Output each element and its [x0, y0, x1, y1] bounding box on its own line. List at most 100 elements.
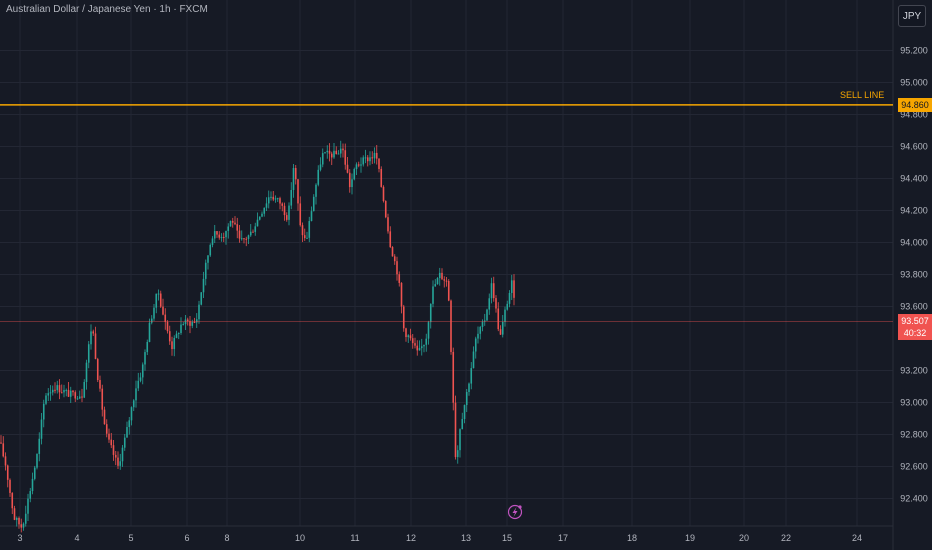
candle-body: [267, 197, 270, 204]
bar-countdown: 40:32: [903, 328, 927, 338]
candle-body: [391, 247, 394, 257]
candle-body: [299, 203, 302, 226]
candle-body: [344, 150, 347, 165]
candle-body: [483, 320, 486, 322]
candle-body: [81, 396, 83, 398]
candle-body: [452, 351, 455, 403]
candle-body: [90, 331, 92, 345]
candle-body: [155, 293, 158, 308]
candle-body: [216, 231, 218, 235]
candle-body: [85, 362, 88, 383]
candle-body: [285, 215, 288, 220]
candle-body: [423, 344, 425, 347]
y-tick-label: 94.600: [900, 142, 928, 152]
candle-body: [238, 230, 241, 239]
candle-body: [360, 164, 362, 166]
candle-body: [204, 262, 207, 279]
candle-body: [443, 279, 446, 281]
candle-body: [135, 388, 137, 401]
candle-body: [240, 238, 243, 240]
candle-body: [162, 306, 164, 315]
x-tick-label: 12: [406, 533, 416, 543]
candle-body: [416, 345, 419, 351]
candle-body: [495, 298, 497, 309]
candle-body: [366, 157, 369, 162]
candle-body: [429, 303, 432, 323]
candle-body: [99, 380, 101, 389]
x-tick-label: 24: [852, 533, 862, 543]
candle-body: [411, 338, 414, 344]
candle-body: [312, 196, 315, 212]
y-tick-label: 94.800: [900, 110, 928, 120]
candle-body: [477, 333, 479, 339]
candle-body: [132, 400, 135, 408]
candle-body: [236, 224, 239, 231]
candle-body: [265, 203, 268, 208]
candle-body: [292, 168, 295, 191]
candle-body: [157, 293, 160, 295]
candle-body: [177, 333, 180, 335]
candle-body: [425, 338, 428, 345]
candle-body: [492, 283, 495, 299]
candle-body: [351, 179, 353, 188]
x-tick-label: 4: [74, 533, 79, 543]
candle-body: [213, 231, 216, 239]
candle-body: [139, 377, 142, 381]
candle-body: [173, 337, 176, 350]
candle-body: [130, 407, 133, 421]
candle-body: [117, 457, 119, 466]
candle-body: [144, 352, 146, 365]
candle-body: [513, 280, 515, 298]
candle-body: [384, 201, 387, 218]
candle-body: [2, 443, 5, 457]
y-tick-label: 94.400: [900, 174, 928, 184]
candle-body: [74, 392, 77, 399]
candle-body: [294, 168, 297, 180]
y-tick-label: 92.400: [900, 494, 928, 504]
candle-body: [328, 150, 331, 154]
candle-body: [36, 453, 38, 468]
candle-body: [191, 322, 194, 326]
candle-body: [184, 319, 187, 325]
lightning-event-icon[interactable]: [507, 504, 523, 520]
candle-body: [24, 513, 27, 524]
candle-body: [254, 226, 257, 232]
x-tick-label: 15: [502, 533, 512, 543]
candle-body: [369, 157, 371, 162]
currency-button[interactable]: JPY: [898, 5, 926, 27]
candle-body: [378, 158, 380, 169]
candle-body: [434, 284, 437, 287]
candle-body: [209, 244, 212, 256]
y-tick-label: 92.600: [900, 462, 928, 472]
x-tick-label: 11: [350, 533, 359, 543]
candle-body: [468, 383, 470, 393]
candle-body: [47, 393, 50, 396]
candle-body: [123, 437, 126, 448]
candle-body: [306, 237, 308, 239]
candle-body: [54, 389, 56, 391]
candle-body: [447, 280, 450, 301]
candle-body: [9, 479, 11, 493]
candle-body: [189, 321, 191, 326]
candle-body: [200, 292, 203, 305]
candle-body: [252, 231, 254, 233]
candle-body: [321, 153, 324, 165]
candle-body: [445, 280, 448, 282]
candle-body: [56, 385, 59, 391]
candle-body: [393, 256, 396, 262]
candle-body: [375, 152, 378, 159]
candle-body: [263, 207, 266, 214]
candle-body: [150, 318, 153, 323]
candle-body: [0, 442, 2, 444]
candle-body: [6, 465, 9, 480]
candle-body: [87, 344, 90, 363]
x-tick-label: 3: [17, 533, 22, 543]
candle-body: [103, 409, 106, 425]
candle-body: [186, 319, 189, 322]
candle-body: [101, 388, 104, 410]
candle-body: [382, 186, 385, 202]
candle-body: [371, 157, 374, 159]
candle-body: [276, 198, 279, 200]
candle-body: [324, 152, 326, 154]
